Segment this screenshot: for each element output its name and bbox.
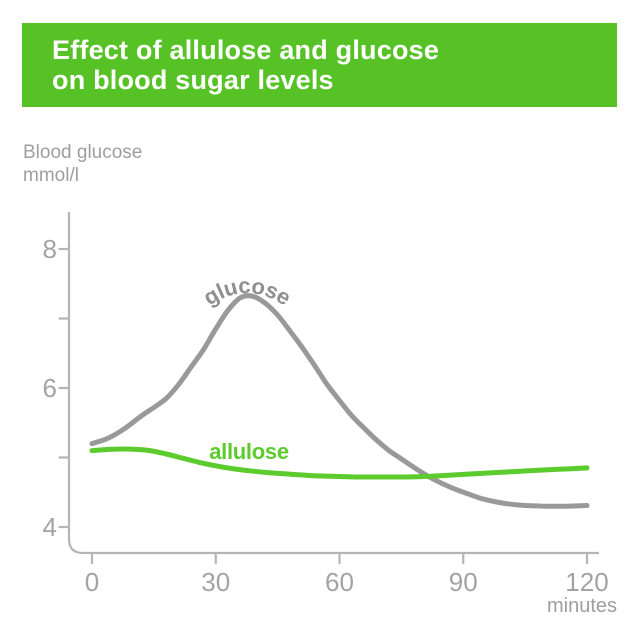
page-title-line1: Effect of allulose and glucose xyxy=(52,35,440,65)
allulose-curve-label: allulose xyxy=(209,439,289,464)
y-tick-label: 8 xyxy=(43,234,57,264)
x-axis-ticks: 0 30 60 90 120 xyxy=(85,553,609,597)
axis-spine xyxy=(67,211,600,555)
x-tick-label: 0 xyxy=(85,567,99,597)
y-axis-title-line2: mmol/l xyxy=(23,165,79,186)
y-axis-title: Blood glucose mmol/l xyxy=(23,141,142,187)
header-banner: Effect of allulose and glucose on blood … xyxy=(22,23,617,107)
x-axis-unit-label: minutes xyxy=(547,595,617,617)
glucose-curve xyxy=(89,293,590,509)
allulose-curve xyxy=(89,446,590,480)
y-axis-title-line1: Blood glucose xyxy=(23,142,143,163)
x-tick-label: 60 xyxy=(325,567,354,597)
y-axis-ticks: 4 6 8 xyxy=(43,234,70,542)
series-curves xyxy=(89,293,590,509)
x-tick-label: 30 xyxy=(201,567,230,597)
x-tick-label: 90 xyxy=(449,567,478,597)
x-tick-label: 120 xyxy=(565,567,608,597)
page-title-line2: on blood sugar levels xyxy=(52,65,334,95)
y-tick-label: 4 xyxy=(43,512,57,542)
glucose-curve-label: glucose xyxy=(199,273,295,310)
y-tick-label: 6 xyxy=(43,373,57,403)
